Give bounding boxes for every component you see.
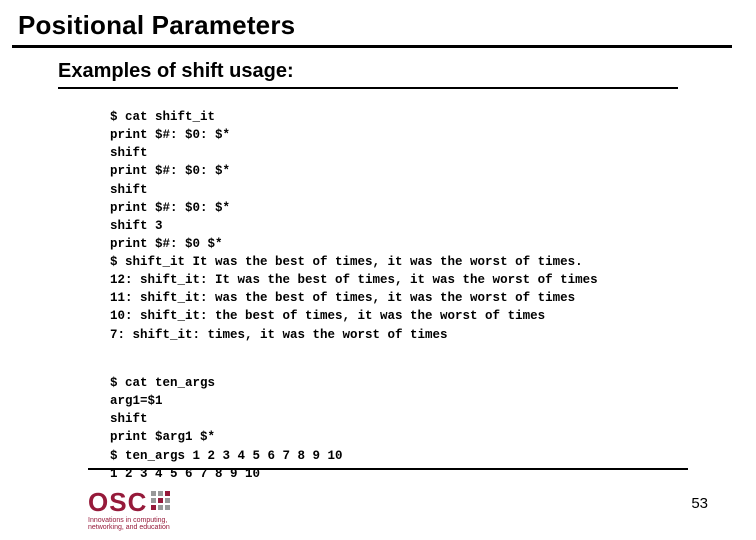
section-heading: Examples of shift usage:	[58, 60, 294, 83]
osc-logo: OSC Innovations in computing, networking…	[88, 489, 170, 532]
logo-tagline-line: networking, and education	[88, 524, 170, 532]
code-block-ten-args: $ cat ten_args arg1=$1 shift print $arg1…	[110, 374, 343, 483]
footer-rule	[88, 468, 688, 470]
logo-tagline-line: Innovations in computing,	[88, 517, 170, 525]
page-title: Positional Parameters	[18, 10, 295, 41]
page-number: 53	[691, 495, 708, 512]
code-block-shift-it: $ cat shift_it print $#: $0: $* shift pr…	[110, 108, 598, 344]
logo-text: OSC	[88, 489, 147, 515]
section-rule	[58, 87, 678, 89]
slide: Positional Parameters Examples of shift …	[0, 0, 756, 540]
logo-dots-icon	[151, 491, 170, 510]
logo-tagline: Innovations in computing, networking, an…	[88, 517, 170, 532]
logo-main: OSC	[88, 489, 170, 515]
title-rule	[12, 45, 732, 48]
